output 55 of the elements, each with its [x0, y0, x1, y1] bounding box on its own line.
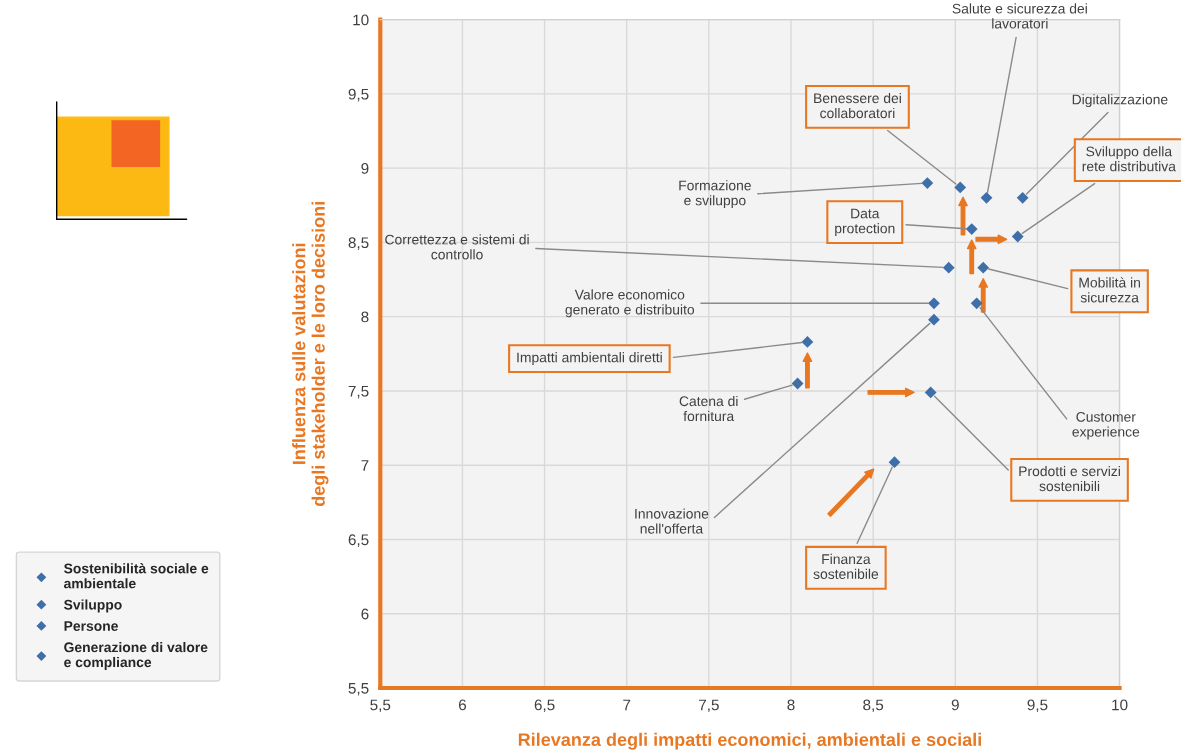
x-tick-label: 8,5	[863, 699, 884, 713]
annotation: Finanza sostenibile	[813, 553, 879, 579]
annotation: Prodotti e servizi sostenibili	[1019, 465, 1120, 492]
annotation: Digitalizzazione	[1072, 94, 1168, 108]
point	[965, 223, 978, 235]
x-axis-title: Rilevanza degli impatti economici, ambientali e sociali	[518, 732, 981, 750]
point	[1011, 230, 1024, 243]
annotation: Impatti ambientali diretti	[517, 352, 662, 366]
point	[888, 456, 901, 469]
annotation: Salute e sicurezza dei lavoratori	[952, 3, 1087, 29]
point	[954, 181, 967, 194]
point	[1016, 191, 1029, 204]
y-tick-label: 7,5	[348, 385, 369, 399]
y-tick-label: 9,5	[348, 88, 369, 102]
point	[942, 261, 955, 274]
legend-label: Generazione di valore e compliance	[64, 642, 208, 670]
point	[970, 297, 983, 310]
point	[977, 261, 990, 274]
annotation: Formazione e sviluppo	[679, 180, 751, 209]
annotation: Mobilità in sicurezza	[1079, 277, 1140, 303]
y-tick-label: 8	[361, 311, 369, 323]
y-tick-label: 6,5	[348, 534, 369, 547]
y-tick-label: 7	[361, 460, 369, 471]
annotation: Correttezza e sistemi di controllo	[385, 234, 529, 260]
annotation: Innovazione nell'offerta	[635, 508, 709, 534]
x-tick-label: 7,5	[699, 699, 719, 713]
point	[980, 191, 993, 204]
point	[924, 386, 937, 399]
x-tick-label: 9	[951, 699, 959, 711]
x-tick-label: 6	[458, 699, 466, 711]
legend-label: Sostenibilità sociale e ambientale	[64, 563, 209, 589]
annotation: Sviluppo della rete distributiva	[1082, 146, 1176, 172]
y-axis-title: Influenza sulle valutazioni degli stakeholder e le loro decisioni	[292, 202, 329, 507]
annotation: Valore economico generato e distribuito	[565, 289, 695, 318]
annotation: Data protection	[835, 208, 895, 237]
point	[801, 336, 814, 348]
x-tick-label: 5,5	[370, 699, 391, 713]
annotation: Customer experience	[1072, 411, 1140, 440]
y-tick-label: 10	[353, 14, 369, 26]
y-tick-label: 5,5	[348, 682, 369, 696]
x-tick-label: 10	[1112, 699, 1128, 711]
legend-label: Sviluppo	[64, 599, 122, 613]
annotation: Benessere dei collaboratori	[814, 92, 901, 119]
x-tick-label: 8	[787, 699, 795, 711]
y-tick-label: 8,5	[348, 237, 369, 250]
x-tick-label: 9,5	[1027, 699, 1048, 713]
y-tick-label: 9	[361, 163, 369, 174]
x-tick-label: 6,5	[534, 699, 555, 713]
annotation: Catena di fornitura	[679, 395, 738, 422]
point	[921, 177, 934, 189]
legend-label: Persone	[64, 621, 118, 631]
point	[928, 297, 940, 310]
x-tick-label: 7	[623, 699, 631, 711]
y-tick-label: 6	[361, 608, 369, 620]
point	[928, 313, 940, 326]
